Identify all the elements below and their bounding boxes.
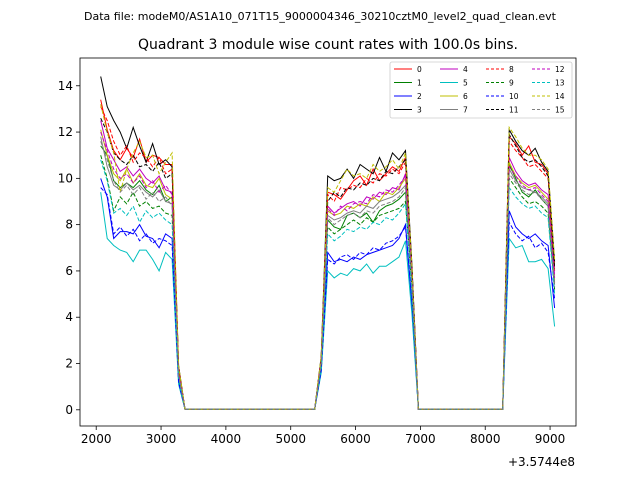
legend-label-8: 8 [509, 65, 514, 74]
legend-label-12: 12 [555, 65, 565, 74]
x-tick-label: 5000 [275, 432, 306, 446]
legend-label-11: 11 [509, 106, 519, 115]
y-tick-label: 10 [58, 171, 73, 185]
legend-label-5: 5 [463, 79, 468, 88]
plot-frame [79, 57, 577, 427]
legend-label-6: 6 [463, 92, 468, 101]
legend-label-3: 3 [417, 106, 422, 115]
legend-label-1: 1 [417, 79, 422, 88]
x-tick-label: 9000 [535, 432, 566, 446]
y-axis: 0 2 4 6 8 10 12 14 [58, 79, 80, 417]
y-tick-label: 4 [65, 310, 73, 324]
y-tick-label: 14 [58, 79, 73, 93]
chart-title: Quadrant 3 module wise count rates with … [138, 37, 518, 53]
legend-label-0: 0 [417, 65, 422, 74]
y-tick-label: 0 [65, 403, 73, 417]
legend-label-14: 14 [555, 92, 565, 101]
plot-lines [100, 76, 556, 410]
series-line-15 [100, 141, 556, 410]
legend-label-9: 9 [509, 79, 514, 88]
x-tick-label: 2000 [81, 432, 112, 446]
x-axis: 2000 3000 4000 5000 6000 7000 8000 9000 [81, 426, 565, 446]
y-tick-label: 6 [65, 264, 73, 278]
legend-label-13: 13 [555, 79, 565, 88]
series-line-8 [100, 106, 556, 410]
x-tick-label: 8000 [470, 432, 501, 446]
legend-label-10: 10 [509, 92, 519, 101]
y-tick-label: 8 [65, 218, 73, 232]
chart-suptitle: Data file: modeM0/AS1A10_071T15_90000043… [84, 10, 557, 23]
x-tick-label: 3000 [146, 432, 177, 446]
x-offset-label: +3.5744e8 [508, 455, 575, 469]
legend-label-7: 7 [463, 106, 468, 115]
x-tick-label: 7000 [405, 432, 436, 446]
x-tick-label: 6000 [340, 432, 371, 446]
legend-label-2: 2 [417, 92, 422, 101]
x-tick-label: 4000 [211, 432, 242, 446]
legend-frame [389, 61, 573, 119]
legend-label-4: 4 [463, 65, 468, 74]
legend-label-15: 15 [555, 106, 565, 115]
y-tick-label: 2 [65, 357, 73, 371]
y-tick-label: 12 [58, 125, 73, 139]
series-line-12 [100, 131, 556, 410]
